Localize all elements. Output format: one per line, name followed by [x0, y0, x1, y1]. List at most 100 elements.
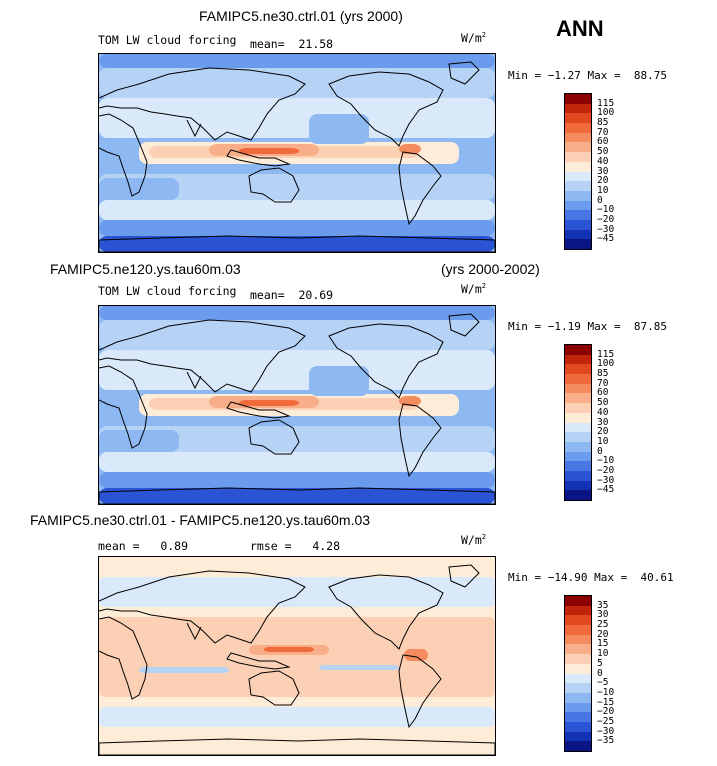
field-region: [99, 430, 179, 452]
colorbar-level-label: −30: [597, 725, 615, 737]
panel-1-field-label: TOM LW cloud forcing: [98, 33, 237, 47]
coastline: [99, 616, 148, 700]
panel-3-rmse: rmse = 4.28: [250, 539, 341, 553]
colorbar-level-label: 100: [597, 358, 615, 370]
field-region: [319, 665, 399, 670]
colorbar-level-label: 115: [597, 348, 615, 360]
colorbar-swatch: [565, 345, 591, 355]
colorbar-swatch: [565, 692, 591, 703]
panel-3-units: W/m2: [461, 533, 486, 547]
colorbar-swatch: [565, 94, 591, 104]
colorbar-swatch: [565, 683, 591, 693]
field-region: [239, 400, 299, 406]
panel-1-map: [98, 53, 496, 253]
colorbar-level-label: 85: [597, 368, 609, 380]
colorbar-level-label: −10: [597, 686, 615, 698]
coastline: [99, 570, 306, 644]
panel-1-minmax: Min = −1.27 Max = 88.75: [508, 69, 667, 82]
colorbar-level-label: 30: [597, 165, 609, 177]
colorbar-swatch: [565, 412, 591, 423]
coastline: [99, 113, 148, 197]
colorbar-swatch: [565, 470, 591, 481]
field-region: [309, 114, 369, 144]
panel-2-map: [98, 305, 496, 505]
panel-3-minmax: Min = −14.90 Max = 40.61: [508, 571, 674, 584]
coastline: [398, 403, 442, 478]
coastline: [398, 654, 442, 729]
colorbar-swatch: [565, 422, 591, 433]
panel-2-colorbar: [564, 344, 592, 501]
colorbar-level-label: 20: [597, 426, 609, 438]
colorbar-swatch: [565, 393, 591, 404]
colorbar-swatch: [565, 490, 591, 500]
colorbar-swatch: [565, 113, 591, 124]
panel-1-map-svg: [99, 54, 495, 252]
coastline: [248, 670, 300, 706]
field-region: [264, 647, 314, 652]
colorbar-level-label: −20: [597, 464, 615, 476]
colorbar-swatch: [565, 731, 591, 742]
field-region: [399, 144, 421, 154]
colorbar-level-label: 10: [597, 435, 609, 447]
field-region: [239, 148, 299, 154]
colorbar-swatch: [565, 239, 591, 249]
colorbar-level-label: −25: [597, 715, 615, 727]
colorbar-swatch: [565, 181, 591, 191]
coastline: [248, 167, 300, 203]
field-region: [99, 617, 495, 697]
field-region: [99, 306, 495, 320]
colorbar-level-label: 100: [597, 107, 615, 119]
colorbar-level-label: −45: [597, 233, 615, 245]
panel-2-minmax: Min = −1.19 Max = 87.85: [508, 320, 667, 333]
colorbar-swatch: [565, 741, 591, 751]
panel-1-units: W/m2: [461, 31, 486, 45]
colorbar-swatch: [565, 152, 591, 162]
colorbar-level-label: −35: [597, 735, 615, 747]
season-label: ANN: [556, 16, 604, 41]
colorbar-level-label: 10: [597, 648, 609, 660]
field-region: [99, 68, 495, 98]
colorbar-swatch: [565, 210, 591, 220]
colorbar-swatch: [565, 200, 591, 211]
field-region: [99, 236, 495, 252]
coastline: [99, 738, 495, 755]
colorbar-swatch: [565, 132, 591, 143]
coastline: [226, 401, 291, 419]
field-region: [99, 320, 495, 350]
field-region: [309, 366, 369, 396]
colorbar-swatch: [565, 374, 591, 384]
colorbar-level-label: 70: [597, 377, 609, 389]
panel-2-title-years: (yrs 2000-2002): [441, 261, 540, 277]
colorbar-swatch: [565, 721, 591, 732]
colorbar-level-label: 70: [597, 126, 609, 138]
coastline: [99, 319, 306, 393]
field-region: [99, 488, 495, 504]
colorbar-level-label: −20: [597, 213, 615, 225]
field-region: [99, 577, 495, 607]
colorbar-swatch: [565, 403, 591, 413]
coastline: [448, 564, 480, 588]
colorbar-level-label: 10: [597, 184, 609, 196]
field-region: [99, 174, 495, 200]
colorbar-level-label: −5: [597, 677, 609, 689]
panel-2-mean: mean= 20.69: [250, 288, 334, 302]
colorbar-swatch: [565, 596, 591, 606]
field-region: [399, 396, 421, 406]
colorbar-level-label: −10: [597, 204, 615, 216]
colorbar-swatch: [565, 634, 591, 645]
colorbar-level-label: 35: [597, 599, 609, 611]
colorbar-swatch: [565, 161, 591, 172]
coastline: [328, 574, 444, 650]
field-region: [99, 472, 495, 488]
colorbar-level-label: −30: [597, 223, 615, 235]
coastline: [186, 119, 202, 138]
colorbar-level-label: −20: [597, 706, 615, 718]
panel-3-mean: mean = 0.89: [98, 539, 189, 553]
colorbar-level-label: 15: [597, 638, 609, 650]
coastline: [328, 323, 444, 399]
field-region: [99, 426, 495, 452]
field-region: [99, 98, 495, 138]
colorbar-swatch: [565, 219, 591, 230]
colorbar-level-label: 85: [597, 117, 609, 129]
colorbar-level-label: 30: [597, 609, 609, 621]
